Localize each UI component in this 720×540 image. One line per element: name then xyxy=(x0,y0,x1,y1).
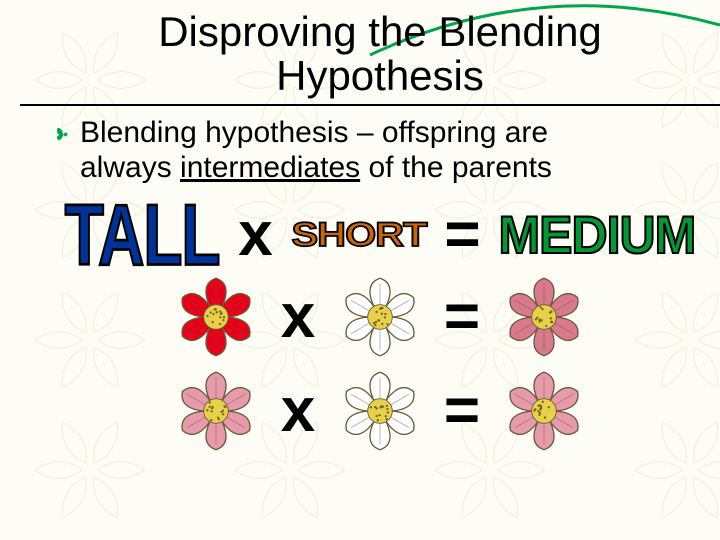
title-line-1: Disproving the Blending xyxy=(158,8,602,55)
title-line-2: Hypothesis xyxy=(276,52,484,99)
slide-title: Disproving the Blending Hypothesis xyxy=(80,10,680,98)
equation-row-1: TALLxSHORT=MEDIUM xyxy=(65,203,696,267)
title-underline xyxy=(20,104,720,106)
flower-pink xyxy=(170,367,262,455)
equals-operator: = xyxy=(433,204,493,266)
equations-area: TALLxSHORT=MEDIUMx=x= xyxy=(80,203,680,455)
times-operator: x xyxy=(268,286,328,348)
flower-white xyxy=(334,273,426,361)
equals-operator: = xyxy=(432,286,492,348)
body-line-1: Blending hypothesis – offspring are xyxy=(80,116,548,149)
word-medium: MEDIUM xyxy=(499,209,696,262)
flower-pink xyxy=(498,367,590,455)
equation-row-2: x= xyxy=(170,273,590,361)
body-text: Blending hypothesis – offspring are alwa… xyxy=(80,116,680,185)
times-operator: x xyxy=(226,204,286,266)
flower-red xyxy=(170,273,262,361)
body-line-2-pre: always xyxy=(80,151,180,184)
word-short: SHORT xyxy=(292,218,427,252)
flower-blend xyxy=(498,273,590,361)
equation-row-3: x= xyxy=(170,367,590,455)
title-block: Disproving the Blending Hypothesis xyxy=(80,10,680,106)
body-line-2-post: of the parents xyxy=(360,151,552,184)
times-operator: x xyxy=(268,380,328,442)
body-line-2-underlined: intermediates xyxy=(180,151,360,184)
flower-white xyxy=(334,367,426,455)
slide-content: Disproving the Blending Hypothesis Blend… xyxy=(0,0,720,455)
word-tall: TALL xyxy=(65,192,220,278)
bullet-icon xyxy=(54,126,72,144)
equals-operator: = xyxy=(432,380,492,442)
